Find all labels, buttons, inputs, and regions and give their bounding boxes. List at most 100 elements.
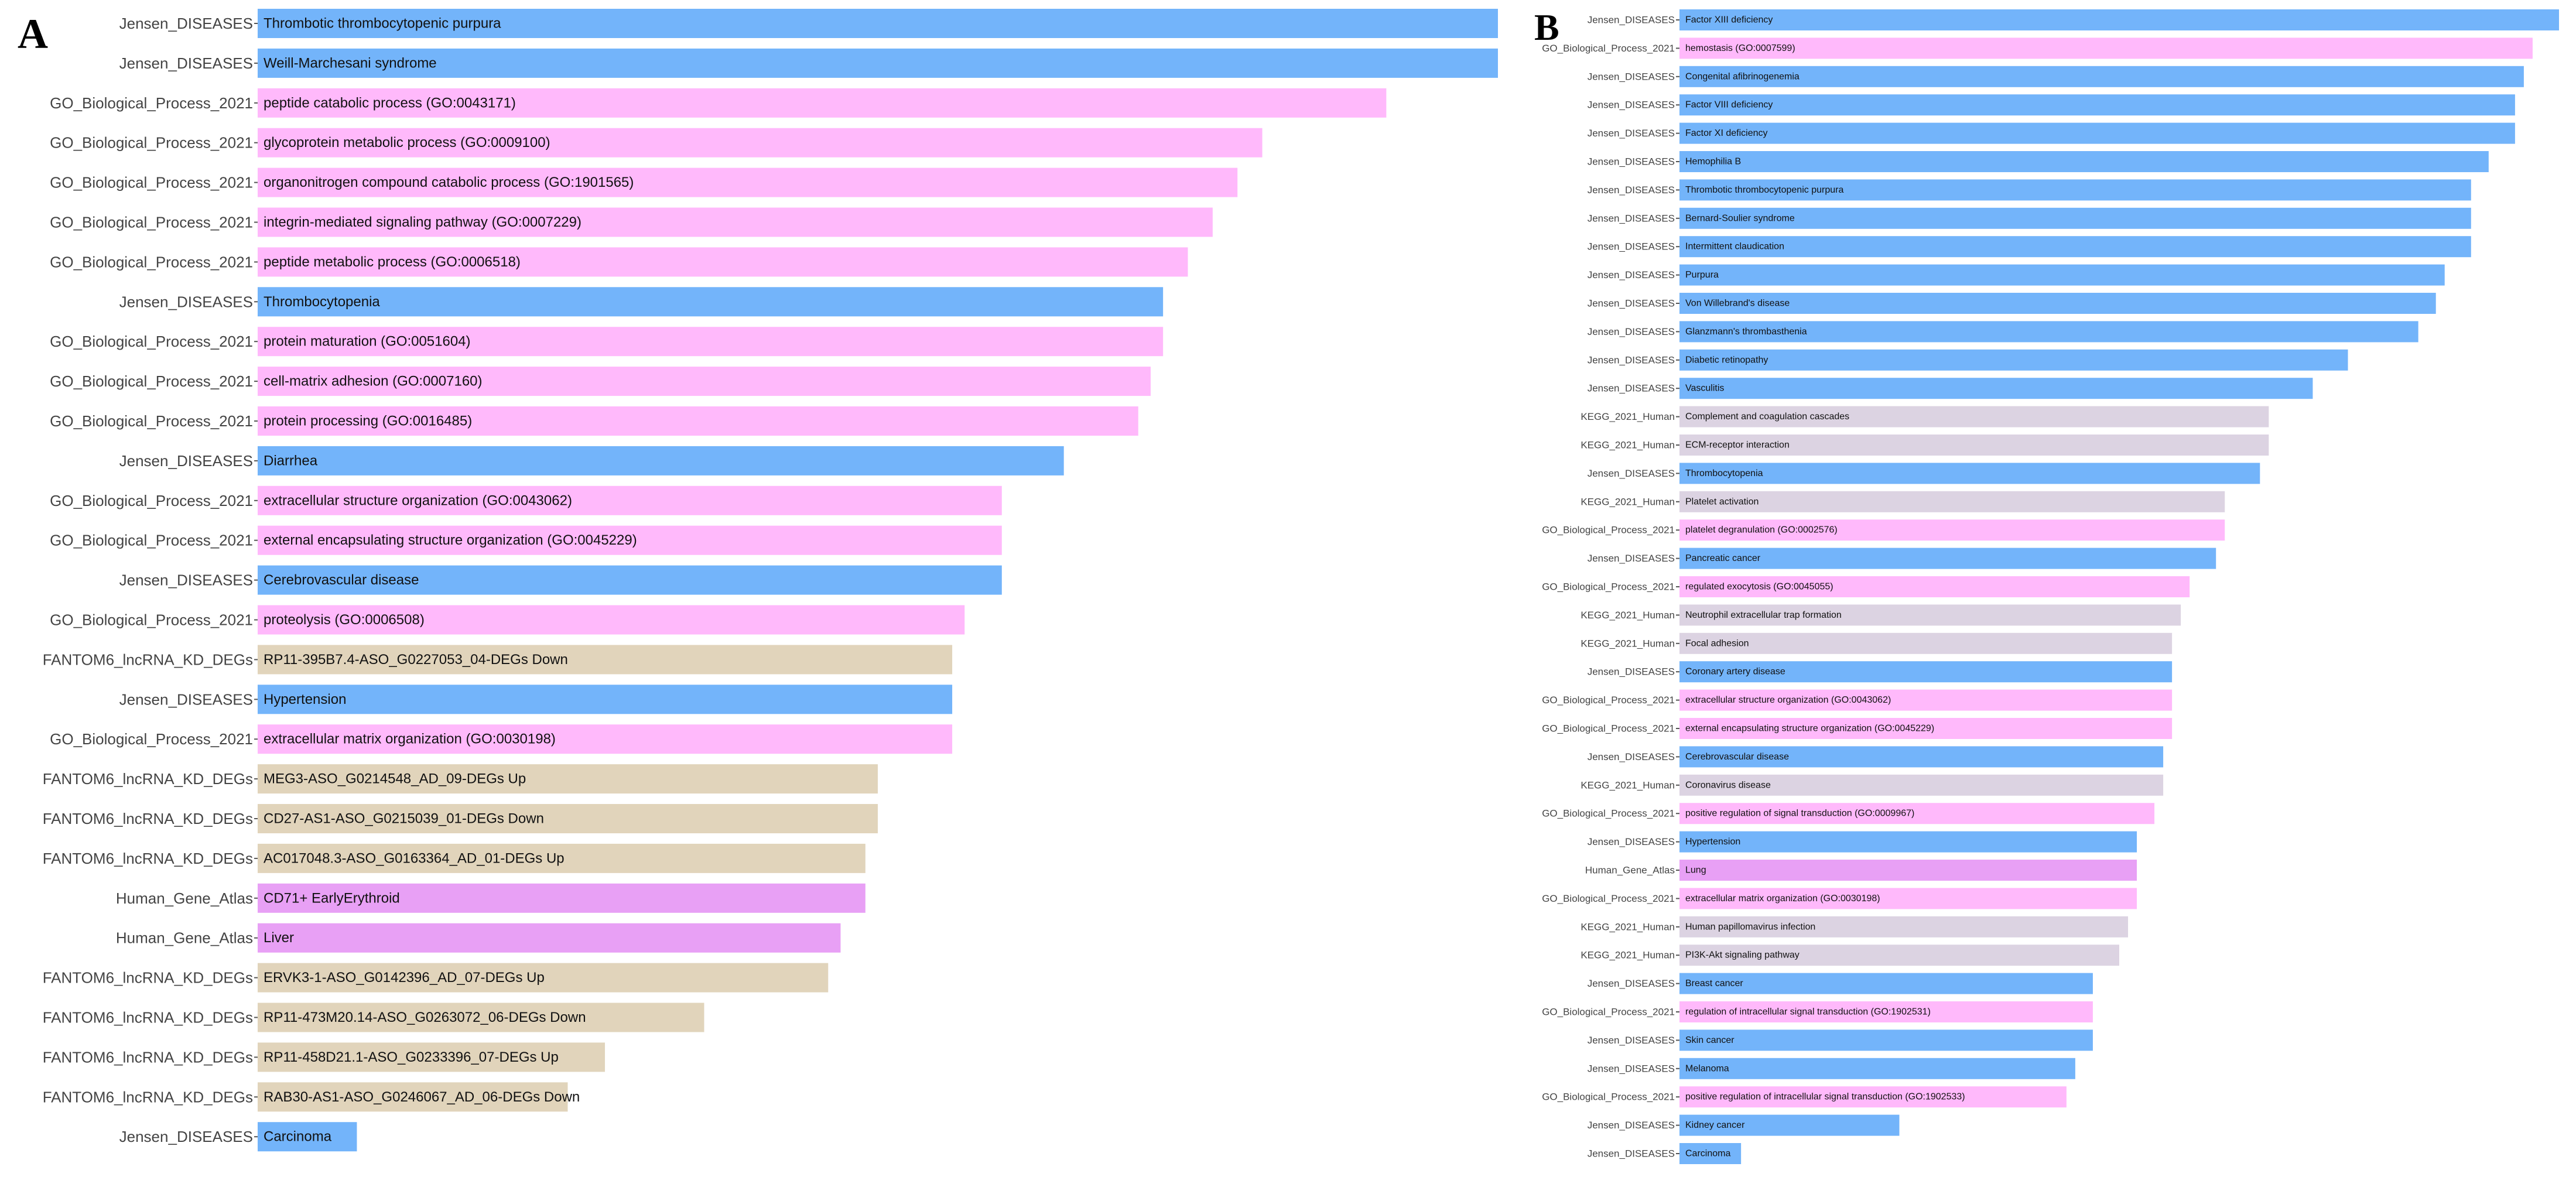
panel-b-purpura-bar [1679,264,2445,286]
panel-b-coronary-artery-disease-term-label: Coronary artery disease [1685,667,1785,677]
panel-a-glycoprotein-metabolic-process-go-0009100-term-label: glycoprotein metabolic process (GO:00091… [264,135,550,150]
panel-b-ecm-receptor-interaction-term-label: ECM-receptor interaction [1685,440,1790,450]
panel-b-factor-xi-deficiency-library-label: Jensen_DISEASES [1588,128,1675,139]
panel-b-hemophilia-b-bar [1679,151,2489,172]
panel-b-breast-cancer-library-label: Jensen_DISEASES [1588,978,1675,989]
panel-a-thrombocytopenia-term-label: Thrombocytopenia [264,294,380,310]
panel-b-neutrophil-extracellular-trap-formation-library-label: KEGG_2021_Human [1581,610,1675,621]
panel-a-glycoprotein-metabolic-process-go-0009100-library-label: GO_Biological_Process_2021 [50,134,253,152]
panel-b-vasculitis-bar [1679,378,2313,399]
panel-a-external-encapsulating-structure-organization-go-0045229-term-label: external encapsulating structure organiz… [264,532,637,548]
panel-a-rp11-458d21-1-aso-g0233396-07-degs-up-library-label: FANTOM6_lncRNA_KD_DEGs [43,1048,253,1066]
panel-a-diarrhea-bar [258,446,1064,475]
panel-b-pancreatic-cancer-bar [1679,548,2216,569]
panel-b-platelet-activation-bar [1679,491,2225,512]
panel-b-focal-adhesion-bar [1679,632,2173,654]
panel-b-factor-xiii-deficiency-library-label: Jensen_DISEASES [1588,15,1675,26]
panel-b-skin-cancer-library-label: Jensen_DISEASES [1588,1035,1675,1046]
panel-b-human-papillomavirus-infection-term-label: Human papillomavirus infection [1685,922,1815,932]
panel-a-weill-marchesani-syndrome-bar [258,48,1498,78]
panel-b-bernard-soulier-syndrome-library-label: Jensen_DISEASES [1588,213,1675,224]
panel-a-rab30-as1-aso-g0246067-ad-06-degs-down-bar [258,1082,568,1112]
panel-b-vasculitis-library-label: Jensen_DISEASES [1588,383,1675,394]
panel-b-cerebrovascular-disease-bar [1679,746,2164,768]
panel-a-rp11-458d21-1-aso-g0233396-07-degs-up-term-label: RP11-458D21.1-ASO_G0233396_07-DEGs Up [264,1049,559,1065]
panel-b-thrombocytopenia-library-label: Jensen_DISEASES [1588,468,1675,479]
panel-a-rp11-458d21-1-aso-g0233396-07-degs-up-bar [258,1042,605,1072]
panel-a-weill-marchesani-syndrome-library-label: Jensen_DISEASES [119,54,253,72]
panel-a-rp11-395b7-4-aso-g0227053-04-degs-down-library-label: FANTOM6_lncRNA_KD_DEGs [43,651,253,668]
panel-a-cerebrovascular-disease-library-label: Jensen_DISEASES [119,572,253,589]
panel-a-extracellular-structure-organization-go-0043062-bar [258,485,1002,515]
panel-b-glanzmann-s-thrombasthenia-bar [1679,321,2418,343]
panel-b-ecm-receptor-interaction-bar [1679,435,2269,456]
panel-b-bernard-soulier-syndrome-term-label: Bernard-Soulier syndrome [1685,213,1795,223]
panel-b-extracellular-structure-organization-go-0043062-term-label: extracellular structure organization (GO… [1685,695,1891,705]
panel-a-rp11-473m20-14-aso-g0263072-06-degs-down-bar [258,1003,704,1032]
panel-a-carcinoma-library-label: Jensen_DISEASES [119,1128,253,1145]
panel-a-ac017048-3-aso-g0163364-ad-01-degs-up-term-label: AC017048.3-ASO_G0163364_AD_01-DEGs Up [264,850,565,866]
panel-a-extracellular-structure-organization-go-0043062-term-label: extracellular structure organization (GO… [264,492,572,508]
panel-a-rp11-395b7-4-aso-g0227053-04-degs-down-term-label: RP11-395B7.4-ASO_G0227053_04-DEGs Down [264,652,568,668]
panel-b-pancreatic-cancer-library-label: Jensen_DISEASES [1588,553,1675,564]
panel-a-cd71-earlyerythroid-bar [258,883,865,913]
panel-b-hemostasis-go-0007599-bar [1679,37,2533,59]
panel-b-congenital-afibrinogenemia-term-label: Congenital afibrinogenemia [1685,71,1800,81]
panel-b-complement-and-coagulation-cascades-bar [1679,406,2269,427]
panel-b-kidney-cancer-term-label: Kidney cancer [1685,1120,1745,1130]
panel-a-external-encapsulating-structure-organization-go-0045229-bar [258,525,1002,555]
panel-b-coronary-artery-disease-library-label: Jensen_DISEASES [1588,666,1675,678]
panel-b-hemophilia-b-term-label: Hemophilia B [1685,157,1741,167]
panel-b-extracellular-matrix-organization-go-0030198-term-label: extracellular matrix organization (GO:00… [1685,894,1880,904]
panel-b-cerebrovascular-disease-term-label: Cerebrovascular disease [1685,752,1789,762]
panel-a-meg3-aso-g0214548-ad-09-degs-up-bar [258,764,878,794]
panel-a-cd71-earlyerythroid-library-label: Human_Gene_Atlas [116,889,253,907]
panel-b-cerebrovascular-disease-library-label: Jensen_DISEASES [1588,751,1675,762]
panel-b-intermittent-claudication-library-label: Jensen_DISEASES [1588,241,1675,252]
panel-b-bernard-soulier-syndrome-bar [1679,207,2471,229]
panel-b-lung-term-label: Lung [1685,865,1706,875]
panel-a-ervk3-1-aso-g0142396-ad-07-degs-up-term-label: ERVK3-1-ASO_G0142396_AD_07-DEGs Up [264,970,545,986]
panel-b-chart: B Jensen_DISEASES Factor XIII deficiency GO… [1534,6,2559,1164]
panel-b-platelet-activation-library-label: KEGG_2021_Human [1581,496,1675,507]
panel-b-hemophilia-b-library-label: Jensen_DISEASES [1588,156,1675,167]
panel-b-external-encapsulating-structure-organization-go-0045229-bar [1679,718,2173,739]
panel-b-coronavirus-disease-term-label: Coronavirus disease [1685,780,1771,790]
panel-b-breast-cancer-bar [1679,973,2093,994]
panel-b-pancreatic-cancer-term-label: Pancreatic cancer [1685,553,1761,563]
panel-b-positive-regulation-of-signal-transduction-go-0009967-library-label: GO_Biological_Process_2021 [1542,808,1675,819]
panel-a-cd27-as1-aso-g0215039-01-degs-down-library-label: FANTOM6_lncRNA_KD_DEGs [43,810,253,827]
panel-b-complement-and-coagulation-cascades-library-label: KEGG_2021_Human [1581,411,1675,422]
panel-a-hypertension-bar [258,685,953,714]
panel-a-organonitrogen-compound-catabolic-process-go-1901565-bar [258,167,1238,197]
panel-a-peptide-catabolic-process-go-0043171-bar [258,88,1387,118]
panel-b-von-willebrand-s-disease-library-label: Jensen_DISEASES [1588,298,1675,309]
panel-b-diabetic-retinopathy-term-label: Diabetic retinopathy [1685,355,1768,365]
panel-a-peptide-metabolic-process-go-0006518-library-label: GO_Biological_Process_2021 [50,253,253,271]
panel-a-weill-marchesani-syndrome-term-label: Weill-Marchesani syndrome [264,55,437,71]
panel-b-pi3k-akt-signaling-pathway-bar [1679,945,2119,966]
panel-b-ecm-receptor-interaction-library-label: KEGG_2021_Human [1581,440,1675,451]
panel-b-breast-cancer-term-label: Breast cancer [1685,979,1743,988]
panel-b-external-encapsulating-structure-organization-go-0045229-term-label: external encapsulating structure organiz… [1685,724,1934,734]
panel-a-organonitrogen-compound-catabolic-process-go-1901565-library-label: GO_Biological_Process_2021 [50,174,253,191]
panel-a-proteolysis-go-0006508-bar [258,605,965,635]
panel-b-carcinoma-bar [1679,1143,1742,1164]
panel-b-purpura-library-label: Jensen_DISEASES [1588,269,1675,280]
panel-a-ac017048-3-aso-g0163364-ad-01-degs-up-bar [258,843,865,873]
panel-a-protein-processing-go-0016485-library-label: GO_Biological_Process_2021 [50,412,253,430]
panel-a-integrin-mediated-signaling-pathway-go-0007229-library-label: GO_Biological_Process_2021 [50,214,253,231]
panel-b-pi3k-akt-signaling-pathway-library-label: KEGG_2021_Human [1581,950,1675,961]
panel-b-coronavirus-disease-bar [1679,774,2164,796]
panel-b-neutrophil-extracellular-trap-formation-bar [1679,604,2181,626]
panel-b-factor-viii-deficiency-bar [1679,94,2515,116]
panel-b-intermittent-claudication-bar [1679,236,2471,258]
panel-b-intermittent-claudication-term-label: Intermittent claudication [1685,242,1784,252]
panel-a-peptide-catabolic-process-go-0043171-library-label: GO_Biological_Process_2021 [50,94,253,112]
panel-a-peptide-metabolic-process-go-0006518-bar [258,247,1188,277]
panel-b-neutrophil-extracellular-trap-formation-term-label: Neutrophil extracellular trap formation [1685,610,1842,620]
panel-b-positive-regulation-of-signal-transduction-go-0009967-bar [1679,803,2155,824]
panel-b-lung-library-label: Human_Gene_Atlas [1585,865,1675,876]
panel-b-melanoma-library-label: Jensen_DISEASES [1588,1063,1675,1074]
panel-b-congenital-afibrinogenemia-bar [1679,66,2524,87]
